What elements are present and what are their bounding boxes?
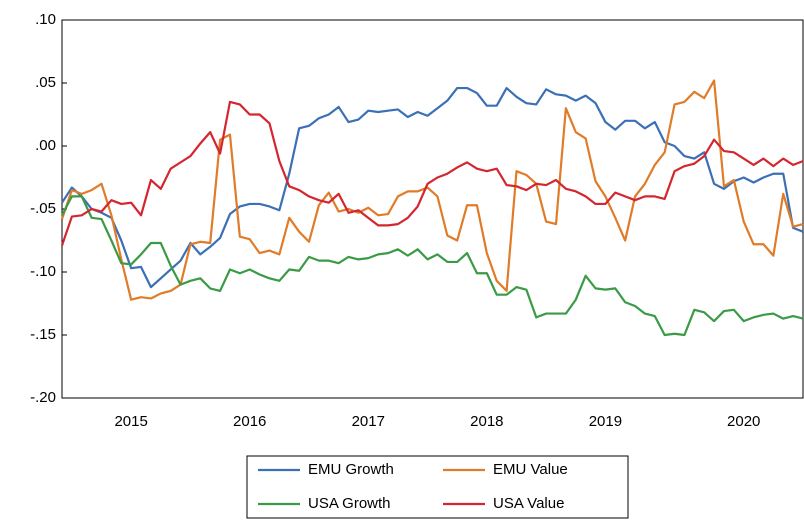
plot-frame	[61, 19, 804, 399]
series-line	[60, 79, 804, 301]
x-tick-label: 2015	[114, 413, 147, 430]
legend-label: USA Growth	[308, 495, 391, 512]
legend-box	[246, 455, 629, 519]
x-tick-label: 2020	[727, 413, 760, 430]
y-tick-label: -.15	[30, 326, 56, 343]
y-tick-label: -.20	[30, 389, 56, 406]
y-tick-label: -.10	[30, 263, 56, 280]
x-tick-label: 2018	[470, 413, 503, 430]
y-tick-label: .00	[35, 137, 56, 154]
x-tick-label: 2016	[233, 413, 266, 430]
legend-label: USA Value	[493, 495, 564, 512]
y-tick-label: -.05	[30, 200, 56, 217]
series-line	[61, 195, 804, 337]
series-line	[61, 86, 804, 289]
x-tick-label: 2017	[352, 413, 385, 430]
x-tick-label: 2019	[589, 413, 622, 430]
y-tick-label: .05	[35, 74, 56, 91]
legend-label: EMU Value	[493, 461, 568, 478]
series-line	[60, 100, 804, 246]
legend-label: EMU Growth	[308, 461, 394, 478]
y-tick-label: .10	[35, 11, 56, 28]
